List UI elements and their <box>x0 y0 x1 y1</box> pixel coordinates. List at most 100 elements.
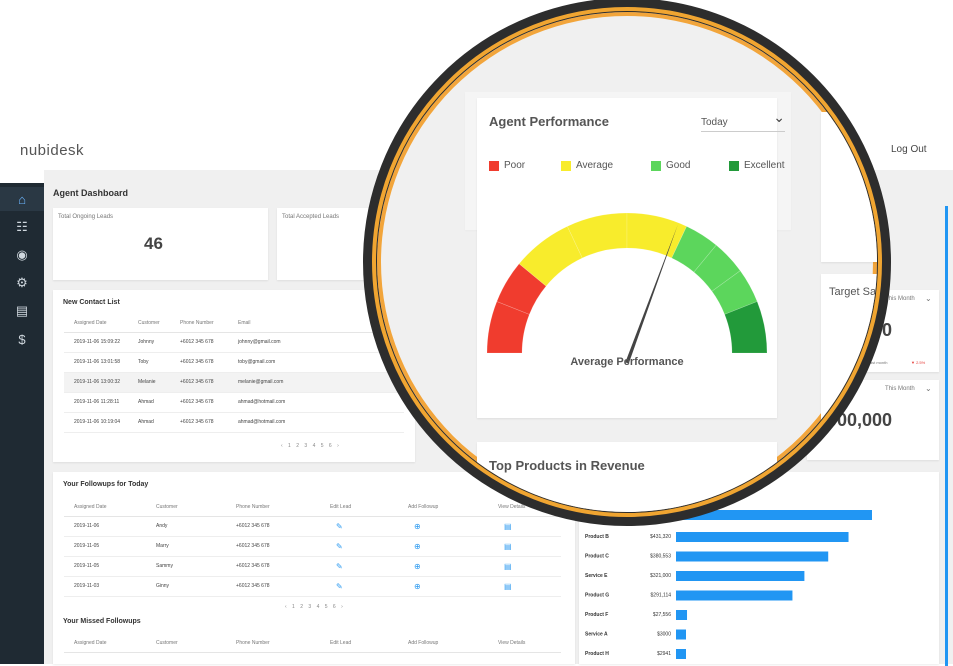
team-icon[interactable]: ☷ <box>16 219 28 234</box>
gear-icon[interactable]: ⚙ <box>16 275 28 290</box>
table-cell: Ginny <box>156 576 236 597</box>
edit-icon[interactable]: ✎ <box>336 581 343 591</box>
chevron-down-icon[interactable]: ⌄ <box>925 384 932 393</box>
target-period-2[interactable]: This Month <box>885 386 915 392</box>
action-cell: ▤ <box>498 576 561 597</box>
add-icon[interactable]: ⊕ <box>414 521 421 531</box>
table-cell: Johnny <box>138 332 180 353</box>
product-label: Service E <box>585 573 608 579</box>
scrollbar[interactable] <box>945 206 948 666</box>
gauge-needle <box>625 224 678 364</box>
home-icon[interactable]: ⌂ <box>0 187 44 211</box>
table-cell: Sammy <box>156 556 236 577</box>
action-cell: ▤ <box>498 536 561 557</box>
table-cell: +6012 345 678 <box>180 372 238 393</box>
sidebar: ⌂ ☷ ◉ ⚙ ▤ $ <box>0 183 44 664</box>
product-value: $321,000 <box>650 573 671 579</box>
legend-excellent-label: Excellent <box>744 160 785 171</box>
col-edit-lead: Edit Lead <box>330 634 408 653</box>
user-icon[interactable]: ◉ <box>16 247 28 262</box>
table-cell: 2019-11-05 <box>64 556 156 577</box>
table-row[interactable]: 2019-11-06 13:00:32 Melanie +6012 345 678 m… <box>64 372 404 393</box>
legend-poor: Poor <box>489 160 525 171</box>
kpi-accepted-label: Total Accepted Leads <box>282 214 340 220</box>
gauge-segment <box>518 225 583 287</box>
legend-swatch <box>561 160 571 171</box>
edit-icon[interactable]: ✎ <box>336 521 343 531</box>
table-row[interactable]: 2019-11-06 13:01:58 Toby +6012 345 678 toby… <box>64 352 404 373</box>
kpi-ongoing-label: Total Ongoing Leads <box>58 214 114 220</box>
view-details-icon[interactable]: ▤ <box>504 581 512 591</box>
legend-swatch <box>729 160 739 171</box>
dollar-icon[interactable]: $ <box>18 331 26 347</box>
product-bar <box>676 571 805 581</box>
period-select[interactable]: Today ⌄ <box>701 109 785 132</box>
contact-table: Assigned Date Customer Phone Number Emai… <box>64 314 404 433</box>
gauge-label: Average Performance <box>570 356 684 368</box>
legend-swatch <box>489 160 499 171</box>
table-row[interactable]: 2019-11-06 11:28:11 Ahmad +6012 345 678 ahm… <box>64 392 404 413</box>
edit-icon[interactable]: ✎ <box>336 561 343 571</box>
performance-gauge <box>486 212 768 364</box>
add-icon[interactable]: ⊕ <box>414 541 421 551</box>
view-details-icon[interactable]: ▤ <box>504 541 512 551</box>
kpi-ongoing-value: 46 <box>144 234 163 253</box>
product-value: $291,114 <box>651 593 672 599</box>
table-row: 2019-11-05 Sammy +6012 345 678 ✎ ⊕ ▤ <box>64 556 561 577</box>
col-edit-lead: Edit Lead <box>330 498 408 517</box>
table-cell: +6012 345 678 <box>236 536 330 557</box>
col-customer: Customer <box>156 634 236 653</box>
col-customer: Customer <box>156 498 236 517</box>
table-cell: Andy <box>156 516 236 537</box>
legend-swatch <box>651 160 661 171</box>
table-cell: +6012 345 678 <box>180 352 238 373</box>
missed-table: Assigned Date Customer Phone Number Edit… <box>64 634 561 653</box>
page-title: Agent Dashboard <box>53 188 129 198</box>
app-logo[interactable]: nubidesk <box>20 142 84 159</box>
logout-link[interactable]: Log Out <box>891 144 927 155</box>
contact-pager[interactable]: ‹ 1 2 3 4 5 6 › <box>281 443 341 449</box>
magnifier-lens: Agent Performance Today ⌄ Poor Average G… <box>363 0 891 526</box>
kpi-ongoing-card: Total Ongoing Leads 46 <box>53 208 268 280</box>
table-cell: toby@gmail.com <box>238 352 404 373</box>
table-cell: Ahmad <box>138 392 180 413</box>
view-details-icon[interactable]: ▤ <box>504 521 512 531</box>
chevron-down-icon[interactable]: ⌄ <box>925 294 932 303</box>
logo-text: nubidesk <box>20 142 85 159</box>
add-icon[interactable]: ⊕ <box>414 561 421 571</box>
add-icon[interactable]: ⊕ <box>414 581 421 591</box>
action-cell: ⊕ <box>408 536 498 557</box>
view-details-icon[interactable]: ▤ <box>504 561 512 571</box>
gauge-segment <box>496 263 547 315</box>
table-cell: 2019-11-06 11:28:11 <box>64 392 138 413</box>
product-bar <box>676 551 829 562</box>
target-period-1[interactable]: This Month <box>885 296 915 302</box>
table-row[interactable]: 2019-11-06 15:09:22 Johnny +6012 345 678 jo… <box>64 332 404 353</box>
col-customer: Customer <box>138 314 180 333</box>
action-cell: ✎ <box>330 516 408 537</box>
contact-list-title: New Contact List <box>63 299 120 306</box>
col-phone: Phone Number <box>236 634 330 653</box>
col-email: Email <box>238 314 404 333</box>
period-value: Today <box>701 117 728 128</box>
legend-poor-label: Poor <box>504 160 526 171</box>
lens-target-card: Target Sale <box>821 274 877 424</box>
followups-pager[interactable]: ‹ 1 2 3 4 5 6 › <box>285 604 345 610</box>
contact-list-card: New Contact List Assigned Date Customer … <box>53 290 415 462</box>
action-cell: ✎ <box>330 536 408 557</box>
chevron-down-icon[interactable]: ⌄ <box>773 109 785 125</box>
product-label: Product B <box>585 534 609 540</box>
table-cell: Marry <box>156 536 236 557</box>
legend-average-label: Average <box>576 160 614 171</box>
table-cell: +6012 345 678 <box>180 392 238 413</box>
product-bar <box>676 629 686 640</box>
table-row: 2019-11-05 Marry +6012 345 678 ✎ ⊕ ▤ <box>64 536 561 557</box>
missed-title: Your Missed Followups <box>63 618 141 625</box>
edit-icon[interactable]: ✎ <box>336 541 343 551</box>
document-icon[interactable]: ▤ <box>15 303 29 318</box>
table-cell: 2019-11-06 10:19:04 <box>64 412 138 433</box>
col-phone: Phone Number <box>180 314 238 333</box>
table-row: 2019-11-06 Andy +6012 345 678 ✎ ⊕ ▤ <box>64 516 561 537</box>
col-view-details: View Details <box>498 634 561 653</box>
table-row[interactable]: 2019-11-06 10:19:04 Ahmad +6012 345 678 ahm… <box>64 412 404 433</box>
